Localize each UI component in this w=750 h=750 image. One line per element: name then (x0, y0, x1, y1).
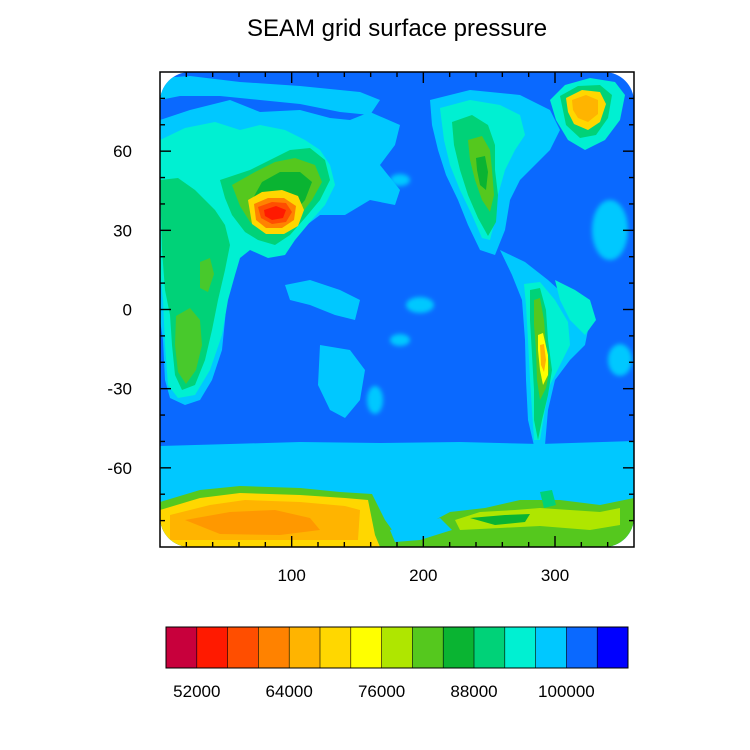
plot-area: 100 200 300 -60 -30 0 30 60 (107, 71, 635, 585)
colorbar-label: 64000 (266, 682, 313, 701)
north-america (430, 90, 560, 255)
colorbar-box (350, 627, 382, 668)
tibetan-plateau (248, 190, 304, 234)
islands (367, 174, 632, 414)
y-tick-label: 0 (123, 301, 132, 320)
colorbar-box (597, 627, 628, 668)
colorbar-box (289, 627, 320, 668)
chart-title: SEAM grid surface pressure (247, 15, 547, 42)
southeast-asia (285, 280, 365, 418)
colorbar-box (474, 627, 505, 668)
south-america (500, 250, 596, 450)
colorbar-box (258, 627, 290, 668)
colorbar: 52000 64000 76000 88000 100000 (165, 626, 629, 701)
x-tick-label: 200 (409, 566, 437, 585)
y-tick-label: 30 (113, 221, 132, 240)
axis-ticks: 100 200 300 -60 -30 0 30 60 (107, 72, 634, 585)
colorbar-box (320, 627, 351, 668)
colorbar-box (504, 627, 536, 668)
y-tick-label: -60 (107, 459, 132, 478)
colorbar-box (443, 627, 474, 668)
colorbar-frame (165, 626, 629, 669)
map-field (160, 72, 634, 547)
antarctica (160, 486, 634, 547)
greenland (550, 78, 625, 150)
colorbar-box (166, 627, 197, 668)
colorbar-box (196, 627, 228, 668)
colorbar-box (227, 627, 259, 668)
colorbar-boxes (165, 626, 629, 669)
colorbar-box (381, 627, 413, 668)
colorbar-box (566, 627, 598, 668)
colorbar-label: 52000 (173, 682, 220, 701)
siberia (160, 76, 380, 115)
colorbar-box (535, 627, 567, 668)
colorbar-label: 88000 (450, 682, 497, 701)
x-tick-label: 100 (277, 566, 305, 585)
y-tick-label: -30 (107, 380, 132, 399)
y-tick-label: 60 (113, 142, 132, 161)
colorbar-box (412, 627, 444, 668)
colorbar-labels: 52000 64000 76000 88000 100000 (173, 682, 595, 701)
colorbar-label: 76000 (358, 682, 405, 701)
colorbar-label: 100000 (538, 682, 595, 701)
x-tick-label: 300 (541, 566, 569, 585)
